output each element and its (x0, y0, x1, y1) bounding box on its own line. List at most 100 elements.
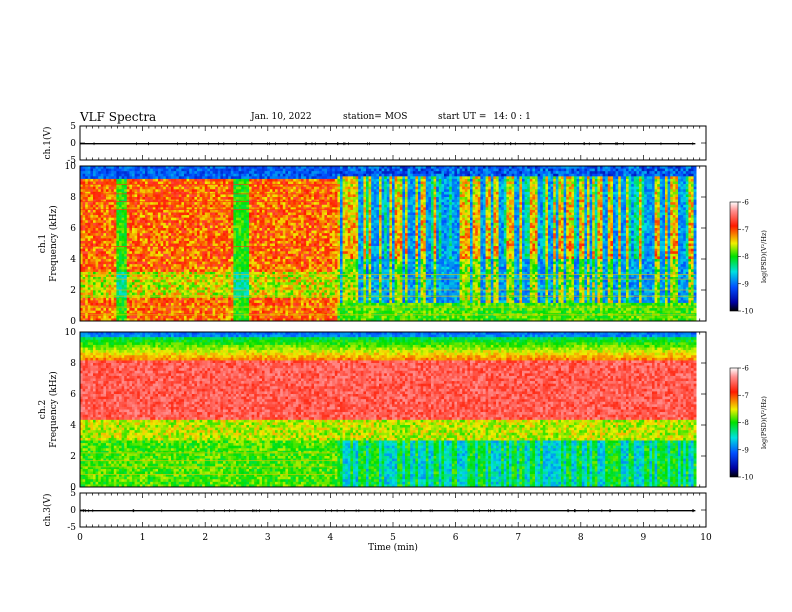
spectrogram-cell (119, 173, 122, 177)
spectrogram-cell (220, 315, 224, 319)
spectrogram-cell (132, 277, 135, 280)
spectrogram-cell (236, 186, 239, 190)
spectrogram-cell (225, 264, 229, 268)
spectrogram-cell (160, 209, 164, 213)
spectrogram-cell (225, 238, 229, 242)
spectrogram-cell (197, 248, 200, 252)
spectrogram-cell (98, 202, 102, 206)
spectrogram-cell (152, 173, 156, 177)
spectrogram-cell (129, 235, 133, 239)
spectrogram-cell (158, 209, 161, 213)
spectrogram-cell (100, 181, 104, 185)
spectrogram-cell (249, 238, 252, 242)
spectrogram-cell (155, 230, 159, 234)
spectrogram-cell (184, 204, 187, 208)
spectrogram-cell (116, 222, 120, 226)
spectrogram-cell (165, 264, 169, 268)
spectrogram-cell (142, 315, 146, 319)
spectrogram-cell (160, 212, 164, 216)
spectrogram-cell (236, 277, 239, 280)
spectrogram-cell (233, 243, 237, 247)
spectrogram-cell (189, 225, 193, 229)
spectrogram-cell (194, 168, 198, 172)
spectrogram-cell (142, 186, 146, 190)
spectrogram-cell (93, 233, 96, 237)
spectrogram-cell (238, 222, 242, 226)
spectrogram-cell (100, 297, 104, 301)
spectrogram-cell (82, 297, 86, 301)
spectrogram-cell (249, 212, 252, 216)
spectrogram-cell (137, 315, 141, 319)
spectrogram-cell (90, 230, 94, 234)
spectrogram-cell (173, 199, 177, 203)
spectrogram-cell (197, 261, 200, 265)
spectrogram-cell (150, 284, 154, 288)
spectrogram-cell (225, 220, 229, 224)
spectrogram-cell (121, 176, 125, 180)
spectrogram-cell (246, 228, 250, 231)
spectrogram-cell (230, 209, 234, 213)
spectrogram-cell (132, 197, 135, 200)
spectrogram-cell (134, 212, 138, 216)
spectrogram-cell (181, 197, 185, 200)
spectrogram-cell (126, 204, 130, 208)
spectrogram-cell (186, 297, 190, 301)
spectrogram-cell (113, 274, 117, 278)
spectrogram-cell (152, 235, 156, 239)
spectrogram-cell (184, 173, 187, 177)
spectrogram-image (80, 166, 697, 321)
spectrogram-cell (173, 176, 177, 180)
spectrogram-cell (116, 225, 120, 229)
spectrogram-cell (246, 233, 250, 237)
spectrogram-cell (134, 197, 138, 200)
spectrogram-cell (228, 295, 232, 299)
spectrogram-cell (87, 269, 91, 273)
spectrogram-cell (139, 261, 143, 265)
spectrogram-cell (191, 271, 195, 275)
spectrogram-cell (103, 228, 107, 231)
spectrogram-cell (215, 178, 219, 182)
spectrogram-cell (132, 181, 135, 185)
spectrogram-cell (194, 186, 198, 190)
spectrogram-cell (191, 315, 195, 319)
spectrogram-cell (80, 259, 83, 262)
spectrogram-cell (93, 186, 96, 190)
spectrogram-cell (93, 204, 96, 208)
spectrogram-cell (158, 292, 161, 296)
spectrogram-cell (243, 251, 247, 255)
spectrogram-cell (142, 181, 146, 185)
spectrogram-cell (207, 176, 211, 180)
spectrogram-cell (80, 184, 83, 187)
spectrogram-cell (160, 225, 164, 229)
spectrogram-cell (137, 261, 141, 265)
spectrogram-cell (197, 266, 200, 270)
spectrogram-cell (212, 215, 216, 218)
spectrogram-cell (225, 199, 229, 203)
spectrogram-cell (134, 259, 138, 262)
spectrogram-cell (246, 279, 250, 283)
spectrogram-cell (184, 308, 187, 311)
spectrogram-cell (197, 209, 200, 213)
spectrogram-cell (129, 290, 133, 293)
spectrogram-cell (93, 297, 96, 301)
spectrogram-cell (163, 186, 167, 190)
spectrogram-cell (236, 233, 239, 237)
spectrogram-cell (199, 222, 203, 226)
spectrogram-cell (90, 197, 94, 200)
spectrogram-cell (126, 171, 130, 175)
spectrogram-cell (236, 184, 239, 187)
spectrogram-cell (147, 181, 151, 185)
spectrogram-cell (241, 243, 245, 247)
spectrogram-cell (113, 290, 117, 293)
spectrogram-cell (142, 297, 146, 301)
spectrogram-cell (106, 204, 109, 208)
spectrogram-cell (160, 264, 164, 268)
spectrogram-cell (103, 235, 107, 239)
spectrogram-cell (243, 212, 247, 216)
spectrogram-cell (150, 166, 154, 169)
spectrogram-cell (202, 259, 206, 262)
spectrogram-cell (145, 256, 148, 260)
spectrogram-cell (132, 207, 135, 211)
spectrogram-cell (220, 181, 224, 185)
spectrogram-cell (152, 168, 156, 172)
